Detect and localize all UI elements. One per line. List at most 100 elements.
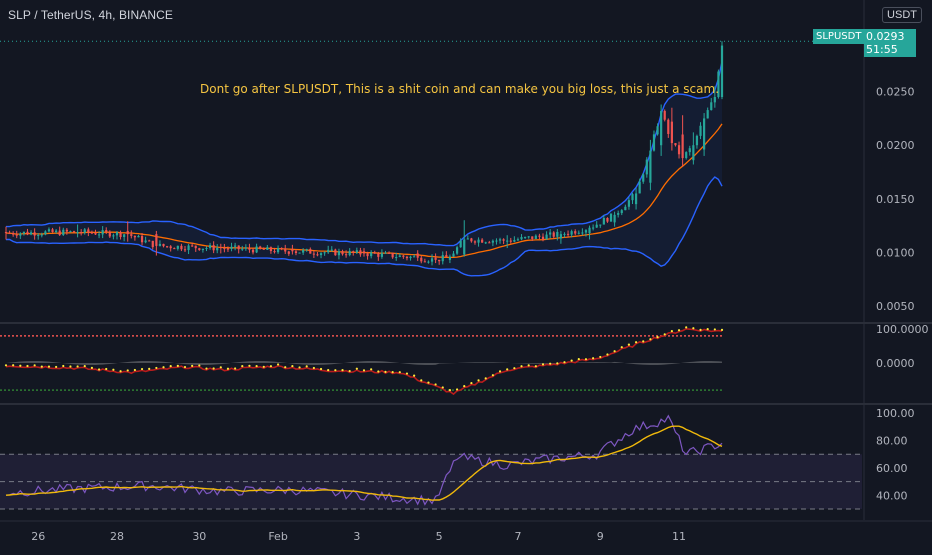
candles-group [4,41,724,266]
stoch-dot [577,357,580,361]
candle-body [391,252,394,258]
candle-body [692,145,695,161]
candle-body [162,243,165,247]
currency-selector[interactable]: USDT [882,7,922,23]
candle-body [592,227,595,229]
candle-body [574,231,577,234]
stoch-dot [434,383,437,386]
chart-title: SLP / TetherUS, 4h, BINANCE [8,8,173,22]
candle-body [531,236,534,239]
stoch-dot [362,369,366,372]
candle-body [627,200,631,207]
stoch-dot [427,381,430,384]
rsi-tick-label: 100.00 [876,407,915,420]
candle-body [413,256,416,258]
candle-body [502,239,505,241]
candle-body [309,249,312,254]
chart-annotation: Dont go after SLPUSDT, This is a shit co… [200,82,720,96]
candle-body [266,247,269,250]
candle-body [645,159,648,175]
candle-body [69,231,72,233]
candle-body [660,110,663,146]
time-tick-label: 30 [192,530,206,543]
candle-body [316,254,319,256]
candle-body [176,245,179,249]
candle-body [305,249,308,251]
stoch-dot [599,355,602,359]
stoch-dot [40,365,43,368]
candle-body [602,217,605,225]
candle-body [58,230,61,235]
candle-body [398,255,401,257]
candle-body [638,181,641,194]
candle-body [51,229,54,233]
stoch-dot [112,368,115,371]
candle-body [498,239,502,241]
candle-body [706,110,709,119]
stoch-dot [198,364,201,367]
stoch-dot [62,364,65,368]
candle-body [484,242,487,244]
stoch-dot [463,385,466,388]
stoch-dot [276,363,280,366]
candle-body [198,248,201,251]
candle-body [319,253,323,256]
candle-body [552,232,555,237]
candle-body [137,236,140,238]
stoch-dot [83,364,86,368]
candle-body [359,250,362,255]
stoch-dot [248,364,251,367]
candle-body [173,248,176,250]
candle-body [720,45,724,97]
candle-body [538,235,541,237]
candle-body [65,229,68,232]
candle-body [47,229,51,232]
time-tick-label: 3 [353,530,360,543]
candle-body [534,235,537,239]
candle-body [624,206,627,211]
candle-body [409,256,412,259]
stoch-dot [663,333,666,336]
candle-body [387,252,391,254]
candle-body [341,251,344,255]
candle-body [187,245,190,251]
stoch-dot [334,369,337,372]
stoch-dot [355,367,358,370]
candle-body [83,229,86,233]
stoch-dot [527,364,530,367]
candle-body [620,210,623,214]
stoch-dot [448,389,452,392]
candle-body [527,236,530,238]
candle-body [140,236,144,243]
candle-body [699,125,702,136]
candle-body [545,234,548,240]
price-tick-label: 0.0200 [876,139,915,152]
candle-body [681,134,684,159]
stoch-dot [298,366,301,369]
stoch-dot [670,330,673,333]
candle-body [155,234,158,246]
candle-body [366,253,369,257]
candle-body [344,254,348,256]
stoch-dot [413,374,416,377]
stoch-dot [592,357,595,360]
candle-body [191,245,194,247]
candle-body [577,232,580,234]
candle-body [312,253,315,255]
candle-body [62,229,65,235]
time-tick-label: Feb [268,530,287,543]
stoch-dot [155,366,158,370]
candle-body [688,148,691,153]
candle-body [334,249,337,256]
stoch-dot [713,328,716,331]
candle-body [405,256,409,259]
stoch-dot [491,374,494,377]
candle-body [237,245,240,250]
candle-body [459,240,462,248]
stoch-dot [627,343,631,346]
candle-body [430,258,434,262]
candle-body [33,232,36,236]
stoch-dot [4,364,8,367]
